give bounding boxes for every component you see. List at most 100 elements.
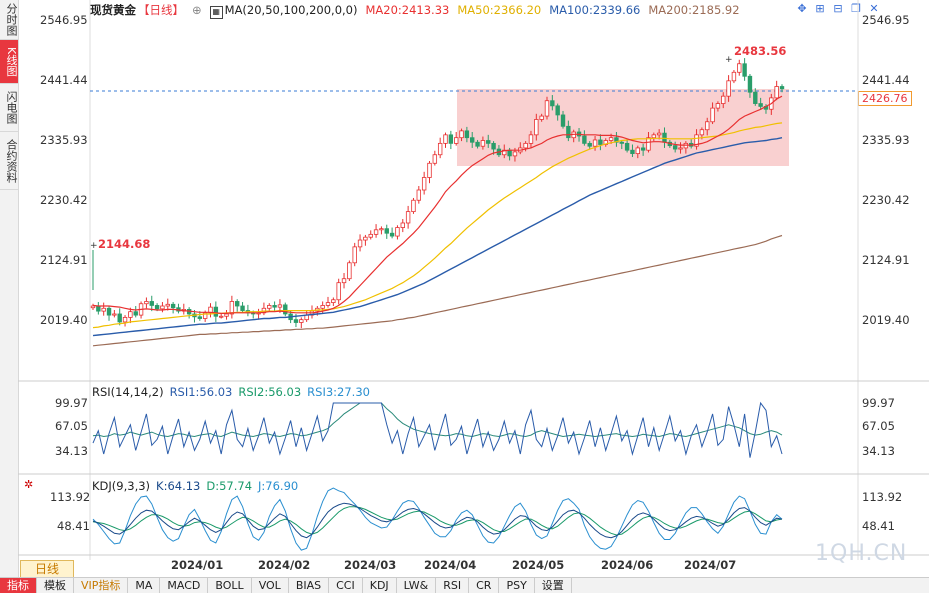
tab-bias[interactable]: BIAS [289,578,330,593]
candle-body [758,103,763,107]
crosshair-icon[interactable]: ✥ [797,2,807,15]
candle-body [715,103,721,109]
candle-body [389,232,395,237]
candle-body [251,312,256,315]
indicator-bar: 指标 模板 VIP指标 MA MACD BOLL VOL BIAS CCI KDJ LW& RSI CR… [0,577,929,593]
ma-toggle-icon[interactable]: ▦ [209,6,223,19]
tab-vip-indicator[interactable]: VIP指标 [74,578,129,593]
candle-body [395,227,400,237]
zoom-out-icon[interactable]: ⊟ [833,2,843,15]
candle-body [416,189,422,201]
kdj-d-line [92,506,783,536]
candle-body [539,115,544,120]
candle-body [405,211,411,224]
candle-body [181,309,186,312]
tab-vol[interactable]: VOL [252,578,289,593]
candle-body [555,105,560,116]
candle-body [614,137,619,143]
ma-label: MA(20,50,100,200,0,0) [224,3,358,17]
rsi-label: RSI(14,14,2) [92,385,164,399]
price-tick-right: 2441.44 [862,73,910,87]
price-tick-left: 2019.40 [40,313,88,327]
candle-body [646,137,651,151]
tab-cci[interactable]: CCI [329,578,363,593]
tab-boll[interactable]: BOLL [208,578,252,593]
candle-body [699,129,705,136]
candle-body [705,121,710,131]
tab-contract-info[interactable]: 合约资料 [0,132,18,190]
period-tag[interactable]: 【日线】 [138,3,184,17]
current-price-tag: 2426.76 [858,91,912,106]
candles-group [90,58,785,329]
candle-body [774,86,779,99]
candle-body [138,303,144,316]
price-tick-right: 2546.95 [862,13,910,27]
candle-body [731,71,737,82]
restore-icon[interactable]: ❐ [851,2,861,15]
tab-lw[interactable]: LW& [397,578,437,593]
candle-body [373,229,379,235]
tab-cr[interactable]: CR [469,578,500,593]
candle-body [544,100,550,117]
candle-body [213,306,219,317]
candle-body [491,142,496,150]
candle-body [437,142,443,156]
candle-body [453,137,459,144]
tab-flash-chart[interactable]: 闪电图 [0,84,18,132]
candle-body [133,311,138,316]
tab-rsi[interactable]: RSI [436,578,470,593]
kdj-tick-left: 48.41 [57,519,90,533]
x-tick-label: 2024/03 [344,558,397,572]
x-tick-label: 2024/04 [424,558,477,572]
candle-body [240,305,245,311]
candle-body [507,149,512,157]
candle-body [368,233,373,238]
period-button[interactable]: 日线 [20,560,74,578]
price-tick-left: 2335.93 [40,133,88,147]
tab-kdj[interactable]: KDJ [363,578,397,593]
candle-body [341,278,347,284]
candle-body [160,305,165,310]
chart-header: 现货黄金 【日线】 ⊕ ▦ MA(20,50,100,200,0,0) MA20:2413… [90,2,748,19]
candle-body [96,305,101,312]
rsi-tick-right: 67.05 [862,419,895,433]
x-tick-label: 2024/07 [684,558,737,572]
settings-icon[interactable]: ⊕ [192,3,202,17]
candle-body [325,302,331,306]
kdj-tick-right: 113.92 [862,490,903,504]
candle-body [528,134,534,144]
candle-body [400,222,405,228]
tab-psy[interactable]: PSY [499,578,535,593]
tab-settings[interactable]: 设置 [535,578,572,593]
candle-body [448,134,454,144]
zoom-in-icon[interactable]: ⊞ [815,2,825,15]
watermark: 1QH.CN [815,541,908,566]
kdj-settings-icon[interactable]: ✲ [24,478,34,491]
candle-body [208,306,213,314]
candle-body [619,141,624,144]
candle-body [315,307,320,312]
tab-k-line[interactable]: K线图 [0,40,18,84]
candle-body [678,147,683,150]
tab-ma[interactable]: MA [128,578,161,593]
candle-body [747,75,753,93]
price-tick-left: 2546.95 [40,13,88,27]
candle-body [443,134,448,144]
candle-body [608,137,614,141]
rsi-tick-right: 99.97 [862,396,895,410]
chart-toolbar: ✥ ⊞ ⊟ ❐ ✕ [795,2,885,15]
candle-body [769,97,774,110]
candle-body [742,63,747,77]
tab-macd[interactable]: MACD [160,578,209,593]
x-tick-label: 2024/06 [601,558,654,572]
rsi1-line [92,401,783,458]
candle-body [603,140,608,145]
tab-time-chart[interactable]: 分时图 [0,0,18,40]
candle-body [763,106,769,110]
close-icon[interactable]: ✕ [869,2,879,15]
candle-body [170,303,176,309]
tab-indicator[interactable]: 指标 [0,578,37,593]
tab-template[interactable]: 模板 [37,578,74,593]
ma100-value: MA100:2339.66 [549,3,641,17]
